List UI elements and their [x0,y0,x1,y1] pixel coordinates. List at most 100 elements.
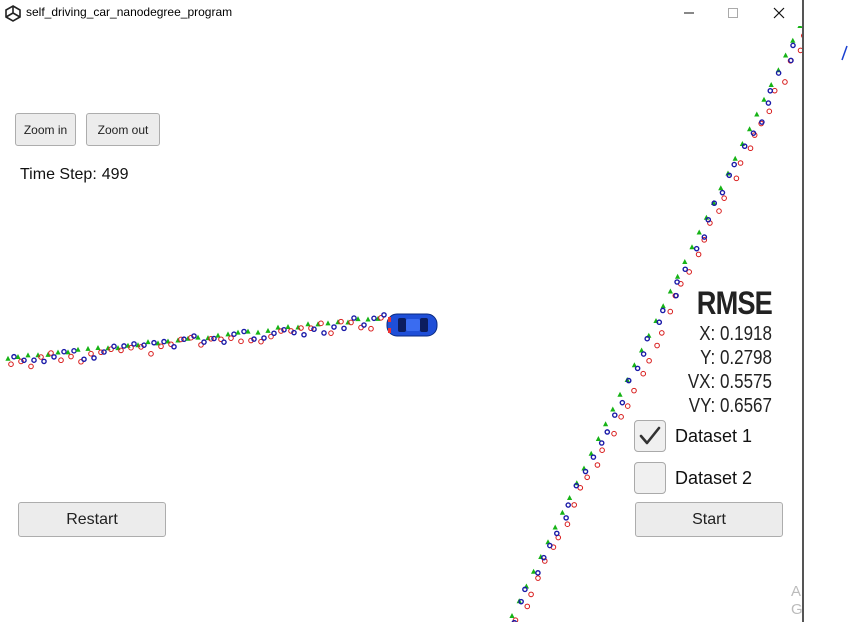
maximize-button[interactable] [710,0,756,26]
estimate-marker [761,96,767,102]
radar-marker [565,502,572,508]
estimate-marker [255,329,261,335]
estimate-marker [85,345,91,351]
radar-marker [331,324,337,330]
simulation-canvas [5,26,802,622]
radar-marker [563,515,569,521]
radar-marker [261,335,267,341]
estimate-marker [65,349,71,355]
radar-marker [731,161,738,168]
radar-marker [121,343,127,349]
estimate-marker [689,244,695,250]
rmse-vy: VY: 0.6567 [688,395,772,417]
zoom-in-button[interactable]: Zoom in [15,113,76,146]
dataset-2-checkbox[interactable] [634,462,666,494]
dataset-1-checkbox[interactable] [634,420,666,452]
radar-marker [656,319,663,326]
lidar-marker [800,33,802,38]
lidar-marker [148,351,154,357]
checkmark-icon [639,426,661,445]
estimate-marker [660,303,666,309]
dataset-1-label[interactable]: Dataset 1 [675,426,753,446]
title-bar[interactable]: self_driving_car_nanodegree_program [0,0,802,26]
radar-marker [522,586,528,593]
lidar-marker [631,387,637,394]
unity-icon [5,5,21,22]
estimate-marker [285,324,291,330]
lidar-marker [599,447,605,453]
lidar-marker [640,370,647,377]
radar-marker [311,326,317,333]
minimize-button[interactable] [666,0,712,26]
radar-marker [759,119,765,125]
lidar-marker [737,160,744,166]
lidar-marker [528,591,534,598]
close-button[interactable] [756,0,802,26]
lidar-marker [18,358,24,365]
lidar-marker [198,342,204,348]
watermark-line-1: A [791,583,802,600]
estimate-marker [5,355,11,361]
rmse-vx: VX: 0.5575 [687,371,772,393]
radar-marker [191,333,197,339]
lidar-marker [701,237,708,243]
radar-marker [371,315,377,322]
rmse-title: RMSE [696,285,773,321]
radar-marker [241,328,247,335]
lidar-marker [535,575,541,581]
lidar-marker [733,175,740,182]
lidar-marker [118,347,124,354]
radar-marker [625,377,632,384]
estimate-marker [95,344,101,350]
restart-button[interactable]: Restart [18,502,166,537]
lidar-marker [618,414,624,420]
radar-marker [598,440,605,446]
time-step-value: 499 [101,166,129,183]
estimate-marker [617,391,623,397]
rmse-x: X: 0.1918 [699,323,772,345]
radar-marker [590,454,597,460]
radar-marker [181,336,187,343]
estimate-marker [295,324,301,330]
estimate-marker [15,353,21,359]
radar-marker [673,292,679,299]
radar-marker [171,343,177,350]
zoom-out-button[interactable]: Zoom out [86,113,160,146]
radar-marker [726,172,733,179]
estimate-marker [639,347,645,353]
lidar-marker [348,319,354,326]
estimate-marker [225,331,231,337]
radar-marker [674,279,680,285]
lidar-marker [318,320,324,327]
lidar-marker [238,338,244,345]
radar-marker [554,530,560,537]
radar-marker [211,335,217,342]
lidar-marker [48,350,54,356]
radar-marker [611,412,618,418]
lidar-marker [771,87,778,94]
radar-marker [251,336,257,342]
lidar-marker [594,462,601,468]
radar-marker [644,335,651,342]
lidar-marker [624,403,631,409]
estimate-marker [531,568,537,574]
estimate-marker [75,346,81,352]
radar-marker [790,42,796,49]
start-button[interactable]: Start [635,502,783,537]
estimate-marker [235,329,241,335]
radar-marker [321,330,327,336]
radar-marker [81,356,87,363]
estimate-marker [305,321,311,327]
estimate-marker [105,345,111,351]
estimate-marker [345,319,351,325]
radar-marker [161,338,167,345]
lidar-marker [686,269,692,275]
lidar-marker [178,336,184,343]
lidar-marker [338,318,344,325]
dataset-2-label[interactable]: Dataset 2 [675,468,753,488]
estimate-marker [195,334,201,340]
radar-marker [634,365,641,372]
lidar-marker [28,363,34,370]
lidar-marker [268,333,274,340]
radar-marker [705,216,712,223]
